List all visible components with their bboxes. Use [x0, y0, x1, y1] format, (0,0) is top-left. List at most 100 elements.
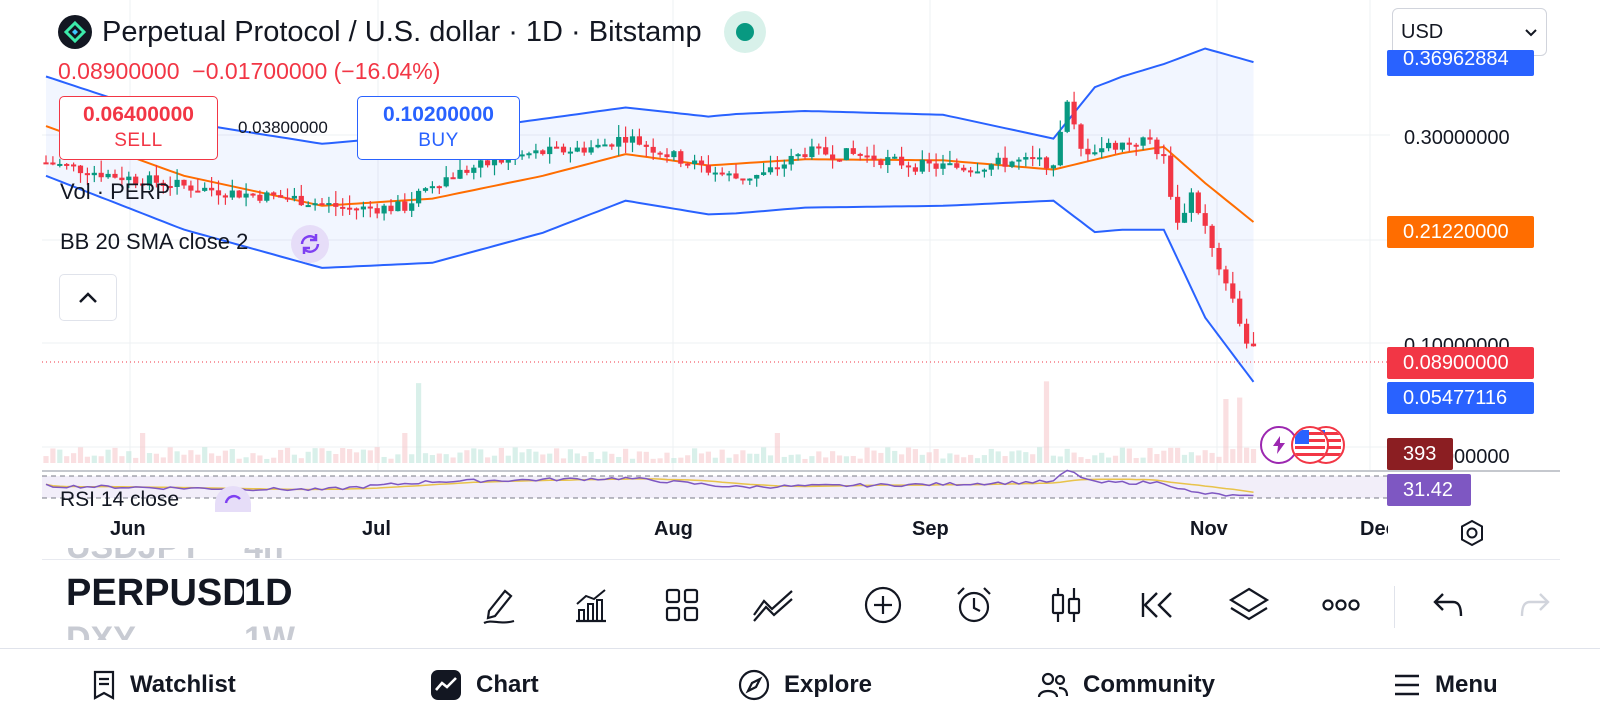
volume-bar — [1202, 450, 1208, 463]
candle-body — [360, 206, 366, 210]
collapse-legend-button[interactable] — [59, 274, 117, 321]
volume-bar — [340, 448, 346, 463]
draw-icon[interactable] — [476, 582, 522, 628]
candle-body — [243, 193, 249, 198]
candle-body — [174, 179, 180, 187]
nav-watchlist[interactable]: Watchlist — [92, 649, 236, 720]
volume-bar — [678, 457, 684, 463]
bollinger-legend[interactable]: BB 20 SMA close 2 — [60, 229, 249, 254]
buy-button[interactable]: 0.10200000 BUY — [357, 96, 520, 160]
candle-body — [50, 162, 56, 165]
volume-bar — [1002, 456, 1008, 463]
layers-icon[interactable] — [1226, 582, 1272, 628]
candle-body — [830, 154, 836, 160]
symbol-next[interactable]: DXY 1W — [66, 619, 295, 641]
redo-icon[interactable] — [1518, 582, 1552, 628]
candle-body — [864, 155, 870, 158]
currency-select[interactable]: USD — [1392, 8, 1547, 56]
alert-icon[interactable] — [951, 582, 997, 628]
candle-body — [940, 163, 946, 169]
buy-price: 0.10200000 — [383, 103, 494, 126]
symbol-header[interactable]: Perpetual Protocol / U.S. dollar · 1D · … — [58, 11, 766, 53]
time-axis-label: Jun — [110, 518, 146, 540]
volume-bar — [609, 453, 615, 463]
volume-bar — [319, 448, 325, 463]
symbol-current[interactable]: PERPUSD 1D — [66, 571, 293, 614]
candle-body — [112, 173, 118, 178]
volume-bar — [830, 451, 836, 463]
volume-bar — [291, 454, 297, 463]
chart-canvas[interactable] — [0, 0, 1600, 560]
candle-style-icon[interactable] — [1043, 582, 1089, 628]
volume-bar — [933, 448, 939, 463]
volume-bar — [1119, 447, 1125, 463]
volume-legend[interactable]: Vol · PERP — [60, 179, 171, 204]
volume-bar — [878, 452, 884, 463]
undo-icon[interactable] — [1425, 582, 1471, 628]
volume-bar — [1154, 454, 1160, 463]
sell-button[interactable]: 0.06400000 SELL — [59, 96, 218, 160]
rsi-legend[interactable]: RSI 14 close — [60, 489, 180, 511]
candle-body — [712, 172, 718, 175]
nav-menu[interactable]: Menu — [1393, 649, 1498, 720]
candle-body — [629, 136, 636, 143]
candle-body — [616, 136, 622, 147]
layout-icon[interactable] — [659, 582, 705, 628]
candle-body — [1147, 137, 1153, 140]
candle-body — [153, 175, 159, 183]
candle-body — [1250, 343, 1257, 347]
candle-body — [367, 206, 373, 209]
volume-bar — [892, 450, 898, 463]
candle-body — [222, 195, 228, 198]
candle-body — [540, 150, 546, 155]
symbol-prev[interactable]: USDJPY4h — [66, 548, 326, 570]
candle-body — [457, 169, 463, 179]
nav-explore[interactable]: Explore — [738, 649, 872, 720]
more-icon[interactable] — [1318, 582, 1364, 628]
candle-body — [333, 203, 339, 207]
volume-bar — [685, 455, 691, 463]
candle-body — [657, 152, 663, 155]
replay-icon[interactable] — [1134, 582, 1180, 628]
volume-bar — [215, 455, 222, 463]
candle-body — [71, 164, 77, 167]
volume-bar — [146, 453, 153, 463]
candle-body — [926, 159, 932, 164]
chart-settings-icon[interactable] — [1457, 518, 1487, 553]
candle-body — [636, 136, 642, 145]
trend-line-icon[interactable] — [750, 582, 796, 628]
volume-tag: 393 — [1387, 438, 1453, 470]
candle-body — [77, 165, 84, 174]
volume-bar — [1250, 449, 1257, 463]
nav-chart[interactable]: Chart — [430, 649, 539, 720]
volume-bar — [595, 458, 601, 463]
candle-body — [678, 151, 684, 164]
volume-bar — [692, 448, 698, 463]
nav-explore-label: Explore — [784, 671, 873, 698]
candle-body — [581, 147, 587, 153]
volume-bar — [188, 450, 194, 463]
volume-bar — [712, 457, 718, 463]
volume-bar — [733, 454, 739, 463]
volume-bar — [112, 447, 118, 463]
candle-body — [609, 144, 615, 147]
candle-body — [505, 157, 511, 163]
nav-community[interactable]: Community — [1037, 649, 1215, 720]
indicators-icon[interactable] — [568, 582, 614, 628]
volume-bar — [119, 456, 125, 463]
bollinger-lower-line — [45, 174, 1255, 383]
volume-bar — [547, 453, 553, 463]
candle-body — [326, 203, 332, 206]
us-flag-event-icon[interactable] — [1291, 426, 1329, 464]
volume-bar — [698, 453, 705, 463]
volume-bar — [1230, 449, 1236, 463]
candle-body — [795, 154, 801, 157]
price-change: −0.01700000 — [192, 58, 328, 84]
candle-body — [788, 155, 794, 165]
volume-bar — [629, 458, 636, 463]
candle-body — [843, 148, 849, 161]
market-open-icon[interactable] — [723, 11, 766, 53]
add-icon[interactable] — [860, 582, 906, 628]
